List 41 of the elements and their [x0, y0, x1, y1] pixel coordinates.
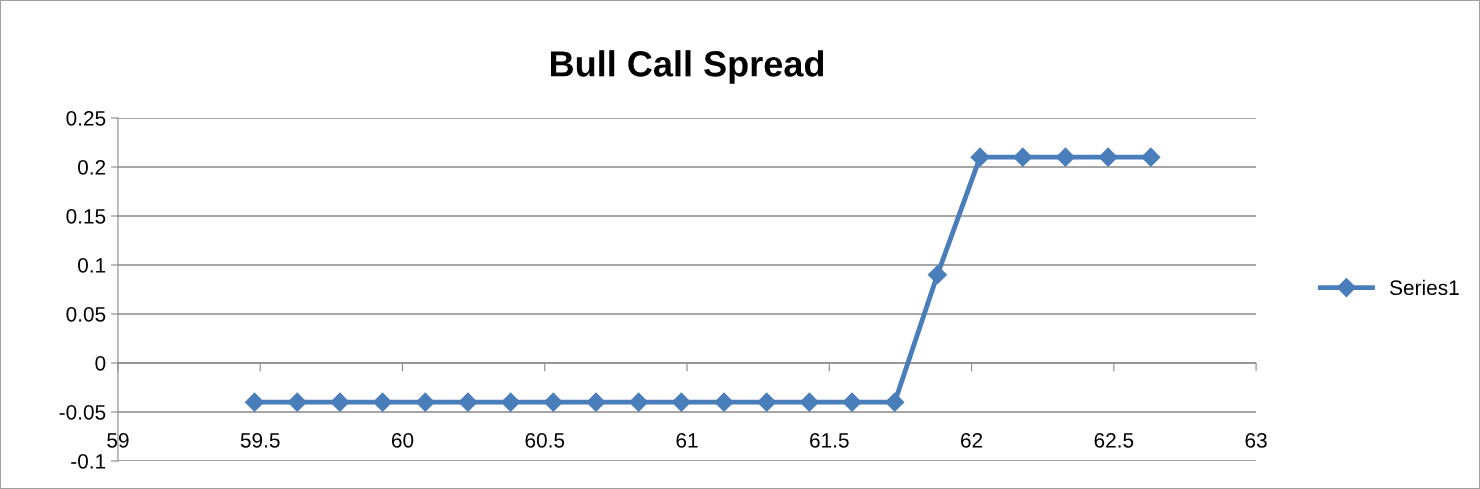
point — [1013, 147, 1033, 167]
point — [373, 392, 393, 412]
point — [799, 392, 819, 412]
point — [757, 392, 777, 412]
point — [415, 392, 435, 412]
y-tick-label: 0.15 — [66, 208, 106, 224]
x-tick-label: 59.5 — [240, 432, 280, 448]
point — [714, 392, 734, 412]
point — [885, 392, 905, 412]
x-tick-label: 62 — [961, 432, 983, 448]
y-tick-label: 0 — [95, 355, 106, 371]
x-tick-label: 61.5 — [810, 432, 849, 448]
point — [671, 392, 691, 412]
x-tick-label: 62.5 — [1094, 432, 1134, 448]
point — [1141, 147, 1161, 167]
y-tick-label: -0.05 — [59, 404, 106, 420]
x-tick-label: 60.5 — [525, 432, 565, 448]
chart-title: Bull Call Spread — [550, 50, 824, 84]
point — [458, 392, 478, 412]
point — [1055, 147, 1075, 167]
x-tick-label: 60 — [391, 432, 414, 448]
x-tick-label: 59 — [107, 432, 129, 448]
y-tick-label: 0.2 — [78, 159, 106, 175]
point — [501, 392, 521, 412]
x-tick-label: 63 — [1245, 432, 1267, 448]
point — [629, 392, 649, 412]
x-tick-label: 61 — [676, 432, 698, 448]
point — [543, 392, 563, 412]
point — [244, 392, 265, 412]
y-tick-label: 0.05 — [66, 306, 106, 322]
point — [927, 265, 947, 285]
point — [330, 392, 350, 412]
legend-label: Series1 — [1390, 279, 1459, 296]
point — [287, 392, 307, 412]
y-tick-label: -0.1 — [71, 453, 106, 469]
point — [970, 147, 990, 167]
point — [842, 392, 862, 412]
point — [586, 392, 606, 412]
y-tick-label: 0.1 — [78, 257, 106, 273]
y-tick-label: 0.25 — [66, 111, 106, 126]
point — [1098, 147, 1118, 167]
